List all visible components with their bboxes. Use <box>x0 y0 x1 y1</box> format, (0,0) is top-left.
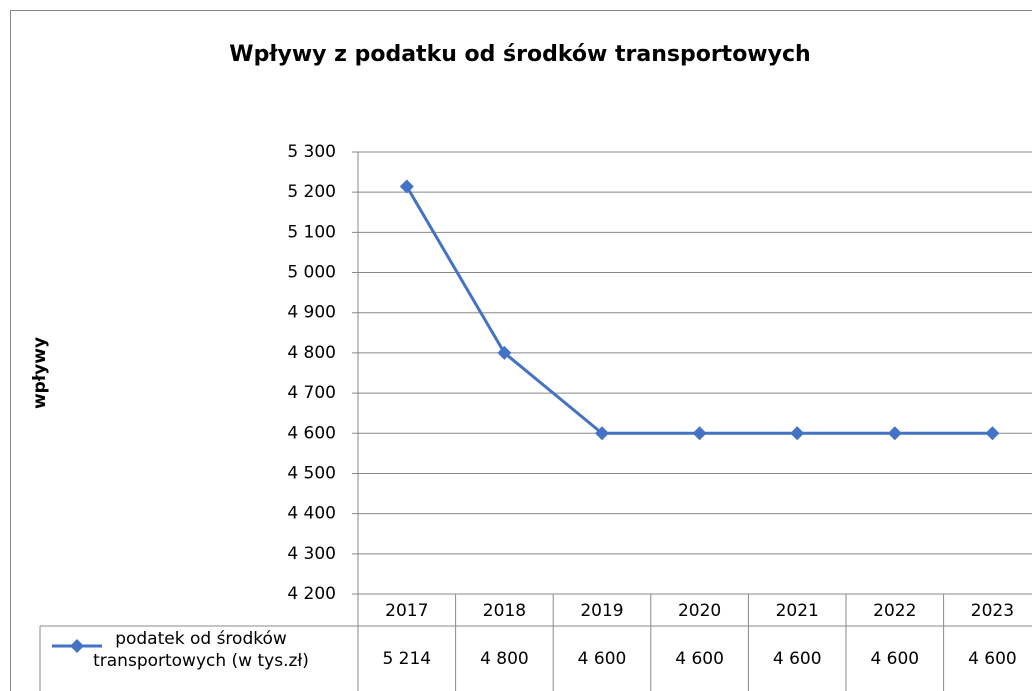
y-tick-label: 4 200 <box>287 584 336 604</box>
marker <box>790 426 805 441</box>
y-tick-label: 4 700 <box>287 383 336 403</box>
marker <box>595 426 609 441</box>
marker <box>692 426 707 441</box>
x-tick-label: 2020 <box>678 601 721 621</box>
x-tick-label: 2018 <box>483 601 526 621</box>
data-label: 4 800 <box>480 649 529 669</box>
y-tick-label: 5 100 <box>287 222 336 242</box>
chart-title: Wpływy z podatku od środków transportowy… <box>229 42 810 67</box>
y-tick-label: 4 600 <box>287 423 336 443</box>
data-label: 4 600 <box>578 649 627 669</box>
marker <box>399 179 414 194</box>
legend-label: podatek od środków transportowych (w tys.… <box>93 629 309 671</box>
x-tick-label: 2021 <box>776 601 819 621</box>
marker <box>887 426 902 441</box>
y-tick-label: 4 500 <box>287 463 336 483</box>
y-tick-label: 4 300 <box>287 544 336 564</box>
marker <box>497 345 512 360</box>
y-tick-label: 4 400 <box>287 504 336 524</box>
x-tick-label: 2022 <box>873 601 916 621</box>
y-tick-label: 5 300 <box>287 142 336 162</box>
chart-border <box>10 10 1032 691</box>
data-label: 5 214 <box>382 649 431 669</box>
x-tick-label: 2023 <box>971 601 1014 621</box>
x-tick-label: 2019 <box>580 601 623 621</box>
data-label: 4 600 <box>870 649 919 669</box>
y-tick-label: 4 900 <box>287 303 336 323</box>
y-tick-label: 4 800 <box>287 343 336 363</box>
x-tick-label: 2017 <box>385 601 428 621</box>
data-label: 4 600 <box>675 649 724 669</box>
data-label: 4 600 <box>773 649 822 669</box>
y-axis-title: wpływy <box>30 337 50 409</box>
data-label: 4 600 <box>968 649 1017 669</box>
y-tick-label: 5 200 <box>287 182 336 202</box>
y-tick-label: 5 000 <box>287 263 336 283</box>
legend-marker <box>70 639 84 653</box>
marker <box>985 426 1000 441</box>
